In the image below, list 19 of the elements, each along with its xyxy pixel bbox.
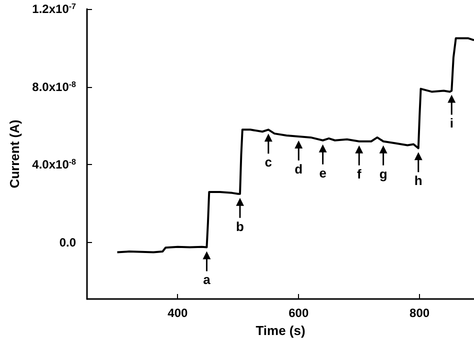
x-tick-label: 600 — [288, 306, 309, 320]
y-tick-label: 4.0x10$^{-8}$ — [32, 157, 77, 172]
annotation: e — [319, 165, 326, 180]
y-tick-label: 1.2x10$^{-7}$ — [32, 2, 77, 16]
annotation: f — [356, 166, 362, 182]
annotation: g — [379, 166, 388, 182]
y-tick-label: 0.0 — [59, 236, 76, 250]
y-tick-label: 8.0x10$^{-8}$ — [32, 79, 77, 94]
x-tick-label: 400 — [168, 306, 188, 320]
x-axis-title: Time (s) — [256, 322, 306, 338]
annotation: a — [203, 272, 212, 288]
y-axis-title: Current (A) — [7, 120, 22, 188]
line-series — [116, 37, 474, 254]
annotation: h — [414, 173, 422, 188]
x-tick-label: 800 — [410, 306, 430, 320]
annotation: b — [236, 218, 244, 234]
annotation: c — [264, 154, 272, 170]
annotation: i — [450, 116, 454, 131]
annotation: d — [294, 161, 303, 176]
